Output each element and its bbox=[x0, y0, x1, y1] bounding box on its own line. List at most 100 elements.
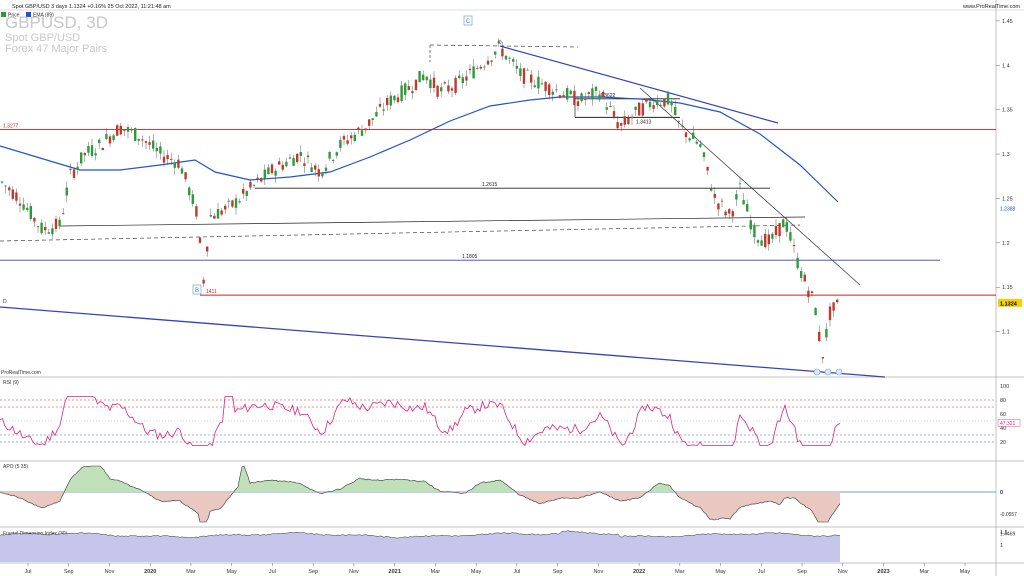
candle bbox=[36, 226, 40, 228]
candle bbox=[368, 119, 371, 126]
candle bbox=[353, 134, 356, 141]
candle bbox=[818, 331, 821, 342]
candle bbox=[573, 90, 576, 105]
candle bbox=[501, 48, 504, 57]
site-url: www.ProRealTime.com bbox=[962, 4, 1020, 10]
subtitle-2: Forex 47 Major Pairs bbox=[5, 43, 108, 55]
candle bbox=[803, 274, 806, 282]
time-tick: Mar bbox=[920, 569, 930, 575]
candle bbox=[483, 66, 486, 68]
candle bbox=[173, 162, 176, 168]
candle bbox=[65, 187, 68, 196]
candle bbox=[393, 95, 396, 101]
candle bbox=[137, 138, 140, 141]
candle bbox=[62, 213, 65, 215]
candle bbox=[170, 158, 173, 160]
candle bbox=[713, 193, 716, 198]
candle bbox=[620, 123, 623, 126]
candle bbox=[87, 146, 90, 153]
candle bbox=[522, 68, 526, 84]
fdi-value: 1.4469 bbox=[1000, 531, 1016, 537]
candle bbox=[346, 140, 349, 144]
candle bbox=[764, 233, 767, 248]
candle bbox=[134, 128, 137, 141]
time-tick: May bbox=[227, 569, 238, 575]
apo-line bbox=[0, 465, 841, 523]
candle bbox=[720, 200, 724, 202]
candle bbox=[695, 141, 698, 144]
candle bbox=[630, 116, 634, 119]
wave-marker: C bbox=[466, 19, 471, 25]
rsi-tick: 20 bbox=[1000, 440, 1006, 446]
candle bbox=[429, 79, 432, 89]
candle bbox=[105, 134, 108, 139]
candle bbox=[562, 95, 565, 98]
candle bbox=[213, 215, 216, 219]
candle bbox=[663, 98, 666, 107]
candle bbox=[519, 68, 522, 76]
candle bbox=[461, 77, 464, 84]
candle bbox=[324, 167, 328, 171]
wave-marker: B bbox=[195, 288, 199, 294]
candle bbox=[440, 87, 443, 92]
candle bbox=[486, 60, 490, 65]
candle bbox=[238, 201, 241, 203]
candle bbox=[130, 129, 133, 131]
candle bbox=[576, 101, 580, 107]
candle bbox=[450, 88, 454, 91]
candle bbox=[220, 210, 223, 215]
candle bbox=[148, 142, 151, 145]
candle bbox=[605, 107, 608, 110]
candle bbox=[18, 203, 22, 206]
candle bbox=[782, 219, 785, 228]
candle bbox=[263, 169, 266, 179]
legend-ema-swatch bbox=[26, 12, 31, 17]
candle bbox=[162, 156, 166, 163]
candle bbox=[245, 191, 248, 196]
candle bbox=[648, 101, 652, 108]
price-tick: 1.35 bbox=[1002, 108, 1013, 114]
candle bbox=[29, 205, 32, 219]
legend-price: Price bbox=[8, 13, 20, 19]
candle bbox=[688, 138, 691, 141]
candle bbox=[234, 198, 238, 208]
level-label: 1.3413 bbox=[636, 119, 652, 125]
fdi-area bbox=[0, 530, 840, 562]
candle bbox=[627, 118, 630, 124]
level-label: 1411 bbox=[206, 289, 217, 295]
candle bbox=[418, 70, 421, 83]
price-tick: 1.2 bbox=[1002, 241, 1010, 247]
time-tick: Nov bbox=[349, 569, 359, 575]
candle bbox=[314, 165, 317, 170]
legend-price-swatch bbox=[1, 12, 6, 17]
candle bbox=[198, 237, 202, 243]
candle bbox=[152, 140, 155, 149]
candle bbox=[278, 161, 281, 165]
candle bbox=[836, 299, 839, 303]
candle bbox=[544, 81, 547, 91]
candle bbox=[699, 144, 702, 147]
candle bbox=[206, 246, 209, 252]
price-tick: 1.25 bbox=[1002, 196, 1013, 202]
candle bbox=[634, 106, 637, 110]
ema-value: 1.2388 bbox=[1000, 206, 1016, 212]
candle bbox=[382, 109, 385, 111]
rsi-tick: 40 bbox=[1000, 426, 1006, 432]
candle bbox=[386, 97, 389, 106]
candle bbox=[155, 147, 158, 152]
candle bbox=[684, 132, 688, 138]
price-tick: 1.4 bbox=[1002, 63, 1010, 69]
candle bbox=[141, 139, 144, 141]
candle bbox=[270, 164, 274, 174]
candle bbox=[260, 177, 263, 182]
candle bbox=[476, 68, 479, 70]
candle bbox=[425, 76, 428, 81]
candle bbox=[22, 204, 25, 210]
candle bbox=[335, 152, 338, 156]
candle bbox=[677, 120, 680, 122]
time-tick: May bbox=[715, 569, 726, 575]
apo-tick: 0 bbox=[1000, 490, 1003, 496]
price-tick: 1.45 bbox=[1002, 19, 1013, 25]
candle bbox=[8, 187, 11, 191]
watermark: ProRealTime.com bbox=[1, 370, 41, 376]
